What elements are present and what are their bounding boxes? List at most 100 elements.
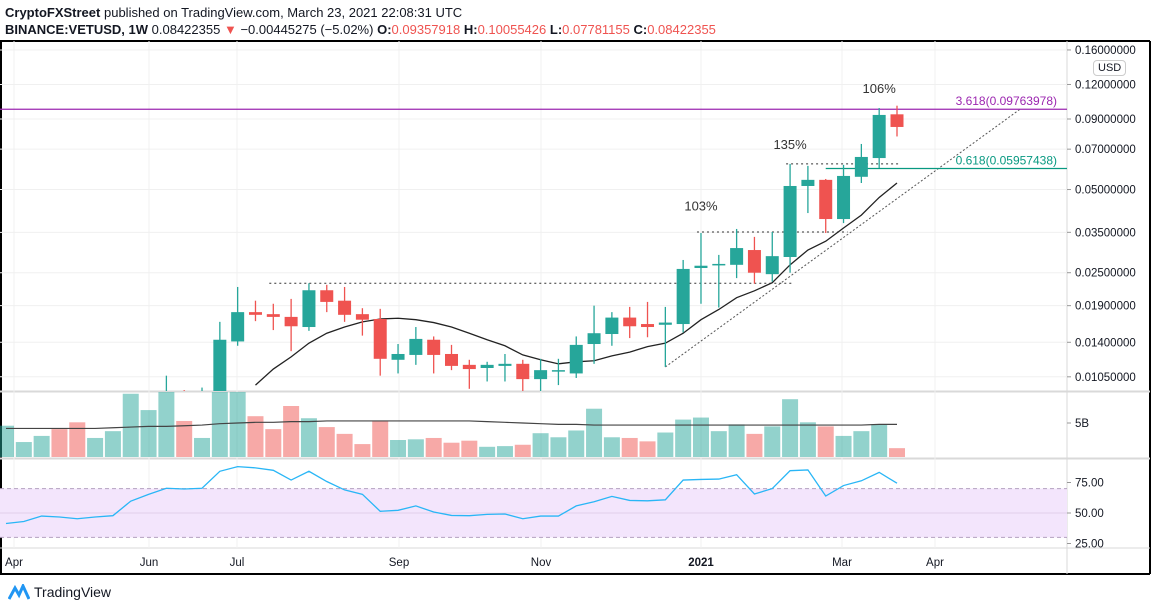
candle — [658, 306, 672, 367]
volume-bar — [710, 431, 727, 457]
candle-body — [658, 322, 672, 325]
time-tick-label: Jul — [230, 557, 245, 569]
candle-body — [320, 290, 334, 302]
price-tick-label: 0.07000000 — [1075, 144, 1136, 156]
volume-bar — [550, 437, 567, 457]
candle — [213, 321, 227, 391]
volume-bar — [835, 435, 852, 457]
candle — [284, 298, 298, 352]
volume-bar — [122, 393, 139, 457]
candle-body — [338, 300, 352, 315]
candle — [587, 305, 601, 364]
volume-bar — [586, 408, 603, 457]
candle — [409, 327, 423, 365]
candle — [569, 336, 583, 378]
tradingview-logo[interactable]: TradingView — [8, 584, 111, 600]
candle — [854, 143, 868, 183]
price-tick-label: 0.01900000 — [1075, 301, 1136, 313]
volume-bar — [479, 446, 496, 457]
candle-body — [765, 256, 779, 275]
candle — [783, 163, 797, 273]
candle-body — [747, 250, 761, 273]
candle-body — [587, 333, 601, 345]
volume-bar — [799, 422, 816, 457]
volume-bar — [461, 440, 478, 457]
time-tick-label: Apr — [926, 557, 944, 569]
candle — [427, 336, 441, 374]
volume-bar — [318, 427, 335, 457]
price-tick-label: 0.12000000 — [1075, 79, 1136, 91]
triangle-down-icon: ▼ — [223, 22, 237, 37]
candle — [445, 344, 458, 371]
candle-body — [231, 312, 245, 342]
volume-bar — [764, 426, 781, 457]
candle-body — [391, 353, 405, 360]
volume-bar — [336, 433, 353, 457]
volume-bar — [87, 437, 104, 457]
volume-bar — [354, 444, 371, 457]
candle-body — [551, 370, 565, 372]
candle-body — [623, 317, 637, 327]
candle — [694, 233, 708, 304]
candle — [730, 228, 744, 279]
candle-body — [480, 364, 494, 369]
candle — [248, 300, 262, 322]
percent-gain-label: 106% — [863, 81, 897, 96]
candle — [605, 312, 619, 346]
volume-bar — [140, 410, 157, 457]
price-tick-label: 0.05000000 — [1075, 185, 1136, 197]
trendline — [665, 108, 1021, 368]
volume-bar — [514, 444, 531, 457]
price-tick-label: 0.02500000 — [1075, 268, 1136, 280]
candle-body — [355, 314, 369, 320]
candle — [534, 358, 548, 391]
candle — [819, 178, 833, 234]
candle — [266, 303, 280, 331]
candle — [747, 236, 761, 284]
candle-body — [498, 363, 512, 366]
candle-body — [641, 324, 655, 328]
candle-body — [409, 338, 423, 355]
time-tick-label: Jun — [140, 557, 159, 569]
volume-bar — [104, 431, 121, 457]
symbol-info: BINANCE:VETUSD, 1W 0.08422355 ▼ −0.00445… — [5, 22, 716, 37]
candle-body — [266, 314, 280, 317]
candle — [89, 425, 102, 438]
volume-bar — [692, 417, 709, 457]
volume-bar — [390, 440, 407, 457]
publisher-name: CryptoFXStreet — [5, 5, 101, 20]
price-tick-label: 0.09000000 — [1075, 114, 1136, 126]
rsi-tick-label: 25.00 — [1075, 539, 1104, 551]
volume-bar — [871, 424, 888, 457]
volume-bar — [443, 442, 460, 457]
volume-tick-label: 5B — [1075, 418, 1089, 430]
candle — [623, 306, 637, 339]
low-label: L: — [549, 22, 563, 37]
publish-info: CryptoFXStreet published on TradingView.… — [5, 5, 462, 20]
candle-body — [837, 175, 851, 220]
candle-body — [516, 363, 530, 380]
candle-body — [783, 185, 797, 257]
close-value: 0.08422355 — [647, 22, 716, 37]
candle-body — [89, 429, 102, 434]
candle — [890, 105, 904, 137]
candle — [201, 387, 203, 391]
volume-bar — [407, 439, 424, 457]
candle-body — [213, 339, 227, 391]
candle — [516, 359, 530, 391]
volume-bar — [283, 406, 300, 457]
candle-body — [694, 265, 708, 269]
close-label: C: — [633, 22, 648, 37]
volume-bar — [372, 420, 389, 457]
currency-badge[interactable]: USD — [1093, 60, 1127, 76]
candle — [462, 359, 476, 389]
candle-body — [676, 268, 690, 325]
candle-body — [712, 263, 726, 266]
price-change: −0.00445275 (−5.02%) — [240, 22, 374, 37]
volume-pane — [0, 392, 905, 457]
candle-body — [17, 433, 30, 437]
candle-body — [462, 364, 476, 370]
candle — [765, 231, 779, 282]
fib-3618-label: 3.618(0.09763978) — [956, 94, 1057, 108]
